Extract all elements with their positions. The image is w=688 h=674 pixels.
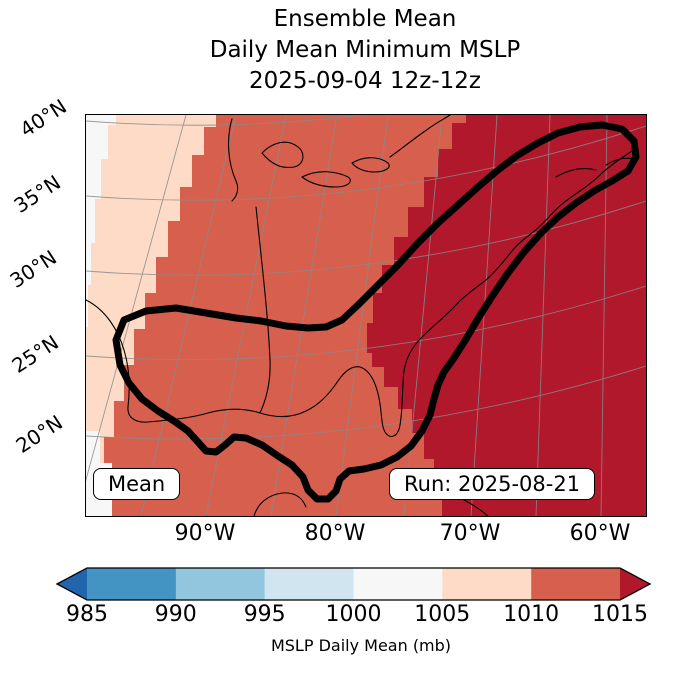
lat-tick-label: 25°N [7,330,63,378]
chart-title: Ensemble Mean [273,6,457,32]
fill-region-1010-1015 [86,115,466,516]
run-label-box: Run: 2025-08-21 [389,468,596,500]
lat-tick-label: 20°N [11,410,67,458]
colorbar-segment-1010-1015 [531,568,620,600]
lat-tick-label: 40°N [15,94,71,142]
colorbar-segment-995-1000 [264,568,354,600]
map-plot [86,115,646,516]
coastlines [86,115,635,516]
colorbar [55,567,652,601]
fill-region-1005-1010 [86,115,216,516]
lat-tick-label: 30°N [5,245,61,293]
colorbar-segment-1000-1005 [353,568,443,600]
fill-region-1000-1005 [86,115,116,516]
lon-tick-label: 70°W [439,521,501,546]
colorbar-tick: 1015 [592,602,648,627]
mean-label-box: Mean [93,468,181,500]
colorbar-tick: 990 [154,602,197,627]
ensemble-track-contour [112,121,640,503]
chart-subtitle: Daily Mean Minimum MSLP [209,37,521,63]
lon-tick-label: 60°W [569,521,631,546]
colorbar-tick: 1005 [414,602,471,627]
lon-tick-label: 90°W [174,521,236,546]
run-label: Run: 2025-08-21 [404,472,581,496]
lon-tick-label: 80°W [304,521,366,546]
chart-date: 2025-09-04 12z-12z [249,68,481,94]
colorbar-segment-985-990 [87,568,176,600]
colorbar-segment-1005-1010 [442,568,532,600]
colorbar-under-arrow [57,568,87,600]
colorbar-axis-label: MSLP Daily Mean (mb) [270,636,452,655]
colorbar-segment-990-995 [175,568,265,600]
river-mississippi [255,206,271,414]
map-panel [85,114,647,517]
colorbar-over-arrow [620,568,650,600]
lat-tick-label: 35°N [9,170,65,218]
colorbar-tick: 985 [66,602,108,627]
colorbar-tick: 1010 [503,602,560,627]
mean-label: Mean [108,472,166,496]
coastline-gulf-atlantic [86,150,633,438]
colorbar-tick: 995 [243,602,286,627]
colorbar-tick: 1000 [325,602,382,627]
coastline-great-lakes [228,118,390,202]
colorbar-outline [55,567,652,601]
